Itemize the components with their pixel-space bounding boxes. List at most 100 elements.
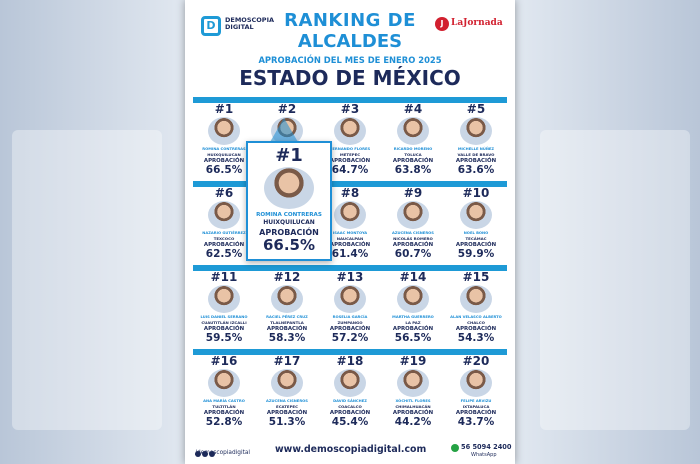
ranking-card: #5 MICHELLE NÚÑEZ VALLE DE BRAVO APROBAC… [445, 103, 507, 181]
social-handle: /demoscopiadigital [195, 450, 251, 456]
approval-label: APROBACIÓN [455, 242, 497, 248]
approval-label: APROBACIÓN [329, 158, 371, 164]
mayor-photo [208, 369, 240, 397]
approval-value: 44.2% [394, 416, 432, 428]
ranking-card: #8 ISAAC MONTOYA NAUCALPAN APROBACIÓN 61… [319, 187, 381, 265]
approval-value: 58.3% [268, 332, 306, 344]
bg-card-right [540, 130, 690, 430]
ranking-card: #14 MARTHA GUERRERO LA PAZ APROBACIÓN 56… [382, 271, 444, 349]
mayor-photo [271, 285, 303, 313]
state-title: ESTADO DE MÉXICO [239, 66, 461, 90]
title-line1: RANKING DE [284, 10, 416, 31]
municipality: IXTAPALUCA [462, 404, 490, 409]
mayor-photo [208, 285, 240, 313]
rank-number: #20 [462, 354, 490, 368]
approval-label: APROBACIÓN [392, 410, 434, 416]
rank-number: #18 [336, 354, 364, 368]
partner-name: LaJornada [451, 18, 503, 28]
rank-number: #10 [462, 186, 490, 200]
row-band [193, 97, 507, 103]
mayor-photo [460, 285, 492, 313]
approval-label: APROBACIÓN [329, 326, 371, 332]
municipality: HUIXQUILUCAN [207, 152, 241, 157]
ranking-row: #11 LUIS DANIEL SERRANO CUAUTITLÁN IZCAL… [193, 265, 507, 349]
mayor-photo [334, 201, 366, 229]
instagram-icon [202, 451, 208, 457]
highlight-pointer [270, 118, 298, 142]
approval-label: APROBACIÓN [455, 326, 497, 332]
mayor-name: XÓCHITL FLORES [395, 399, 431, 403]
municipality: CHIMALHUACÁN [395, 404, 431, 409]
municipality: COACALCO [338, 404, 362, 409]
approval-label: APROBACIÓN [455, 410, 497, 416]
mayor-name: ROMINA CONTRERAS [202, 147, 246, 151]
approval-label: APROBACIÓN [203, 242, 245, 248]
municipality: NAUCALPAN [336, 236, 364, 241]
rank-number: #11 [210, 270, 238, 284]
feature-approval-label: APROBACIÓN [259, 228, 319, 237]
feature-rank: #1 [275, 145, 303, 166]
rank-number: #3 [340, 102, 360, 116]
approval-value: 59.9% [457, 248, 495, 260]
row-band [193, 181, 507, 187]
mayor-photo [271, 369, 303, 397]
mayor-name: DAVID SÁNCHEZ [333, 399, 367, 403]
approval-value: 62.5% [205, 248, 243, 260]
mayor-photo [208, 201, 240, 229]
rank-number: #2 [277, 102, 297, 116]
ranking-row: #16 ANA MARÍA CASTRO TULTITLÁN APROBACIÓ… [193, 349, 507, 433]
ranking-row: #6 NAZARIO GUTIÉRREZ TEXCOCO APROBACIÓN … [193, 181, 507, 265]
bg-card-left [12, 130, 162, 430]
mayor-name: ALAN VELASCO ALBERTO [450, 315, 502, 319]
approval-label: APROBACIÓN [329, 242, 371, 248]
ranking-card: #12 RACIEL PÉREZ CRUZ TLALNEPANTLA APROB… [256, 271, 318, 349]
ranking-card: #4 RICARDO MORENO TOLUCA APROBACIÓN 63.8… [382, 103, 444, 181]
rank-number: #17 [273, 354, 301, 368]
ranking-grid: #1 ROMINA CONTRERAS HUIXQUILUCAN APROBAC… [193, 97, 507, 433]
municipality: TOLUCA [404, 152, 422, 157]
ranking-card: #11 LUIS DANIEL SERRANO CUAUTITLÁN IZCAL… [193, 271, 255, 349]
row-band [193, 265, 507, 271]
mayor-photo [334, 285, 366, 313]
feature-municipality: HUIXQUILUCAN [263, 219, 315, 226]
mayor-name: NOEL BONO [463, 231, 489, 235]
municipality: CUAUTITLÁN IZCALLI [201, 320, 247, 325]
ranking-card: #16 ANA MARÍA CASTRO TULTITLÁN APROBACIÓ… [193, 355, 255, 433]
whatsapp-label: WhatsApp [471, 452, 497, 458]
ranking-card: #17 AZUCENA CISNEROS ECATEPEC APROBACIÓN… [256, 355, 318, 433]
mayor-photo [397, 201, 429, 229]
rank-number: #1 [214, 102, 234, 116]
approval-value: 45.4% [331, 416, 369, 428]
mayor-photo [334, 117, 366, 145]
featured-first-place-card: #1 ROMINA CONTRERAS HUIXQUILUCAN APROBAC… [246, 141, 332, 261]
mayor-name: LUIS DANIEL SERRANO [200, 315, 248, 319]
approval-label: APROBACIÓN [266, 410, 308, 416]
mayor-name: FELIPE ARVIZU [460, 399, 492, 403]
ranking-poster: D DEMOSCOPIA DIGITAL RANKING DE ALCALDES… [185, 0, 515, 464]
approval-value: 66.5% [205, 164, 243, 176]
approval-value: 57.2% [331, 332, 369, 344]
rank-number: #16 [210, 354, 238, 368]
approval-label: APROBACIÓN [392, 326, 434, 332]
rank-number: #13 [336, 270, 364, 284]
approval-value: 63.8% [394, 164, 432, 176]
mayor-photo [397, 285, 429, 313]
ranking-card: #6 NAZARIO GUTIÉRREZ TEXCOCO APROBACIÓN … [193, 187, 255, 265]
mayor-name: AZUCENA CISNEROS [392, 231, 434, 235]
municipality: TECÁMAC [465, 236, 487, 241]
municipality: LA PAZ [405, 320, 421, 325]
rank-number: #15 [462, 270, 490, 284]
municipality: METEPEC [339, 152, 361, 157]
municipality: CHALCO [467, 320, 485, 325]
approval-value: 51.3% [268, 416, 306, 428]
ranking-card: #20 FELIPE ARVIZU IXTAPALUCA APROBACIÓN … [445, 355, 507, 433]
whatsapp-icon [451, 444, 459, 452]
mayor-photo [460, 201, 492, 229]
municipality: NICOLÁS ROMERO [393, 236, 433, 241]
approval-label: APROBACIÓN [392, 158, 434, 164]
jornada-logo-icon: J [435, 17, 449, 31]
x-icon [209, 451, 215, 457]
mayor-name: ANA MARÍA CASTRO [203, 399, 245, 403]
ranking-card: #3 FERNANDO FLORES METEPEC APROBACIÓN 64… [319, 103, 381, 181]
feature-name: ROMINA CONTRERAS [256, 212, 322, 218]
